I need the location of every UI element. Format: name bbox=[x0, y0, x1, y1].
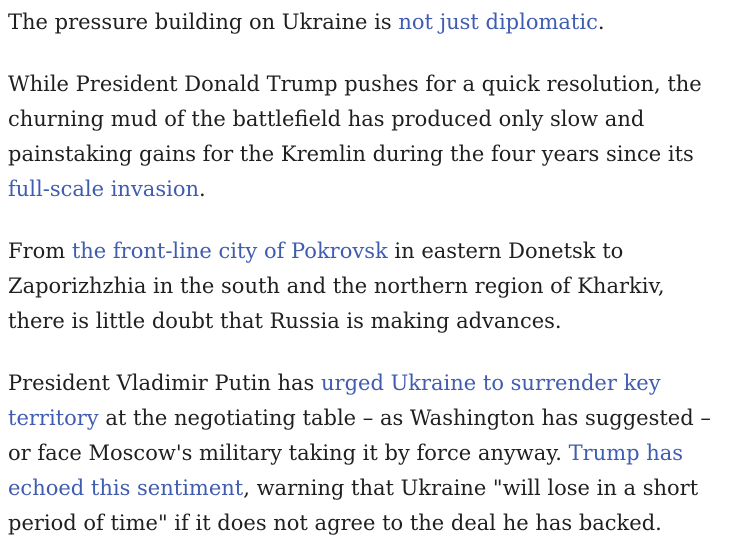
paragraph: President Vladimir Putin has urged Ukrai… bbox=[8, 366, 718, 541]
inline-link[interactable]: urged Ukraine to surrender key territory bbox=[8, 371, 661, 430]
paragraph-text: President Vladimir Putin has bbox=[8, 371, 322, 395]
inline-link[interactable]: full-scale invasion bbox=[8, 177, 199, 201]
inline-link[interactable]: Trump has echoed this sentiment bbox=[8, 441, 684, 500]
inline-link[interactable]: the front-line city of Pokrovsk bbox=[71, 239, 388, 263]
paragraph-text: at the negotiating table – as Washington… bbox=[8, 406, 711, 465]
paragraph: From the front-line city of Pokrovsk in … bbox=[8, 234, 718, 339]
paragraph-text: While President Donald Trump pushes for … bbox=[8, 72, 702, 166]
paragraph: The pressure building on Ukraine is not … bbox=[8, 5, 718, 40]
paragraph-text: The pressure building on Ukraine is bbox=[8, 10, 399, 34]
paragraph-text: . bbox=[597, 10, 605, 34]
paragraph-text: , warning that Ukraine "will lose in a s… bbox=[8, 476, 699, 535]
paragraph: While President Donald Trump pushes for … bbox=[8, 67, 718, 207]
paragraph-text: From bbox=[8, 239, 72, 263]
paragraph-text: in eastern Donetsk to Zaporizhzhia in th… bbox=[8, 239, 665, 333]
paragraph-text: . bbox=[199, 177, 206, 201]
inline-link[interactable]: not just diplomatic bbox=[398, 10, 598, 34]
